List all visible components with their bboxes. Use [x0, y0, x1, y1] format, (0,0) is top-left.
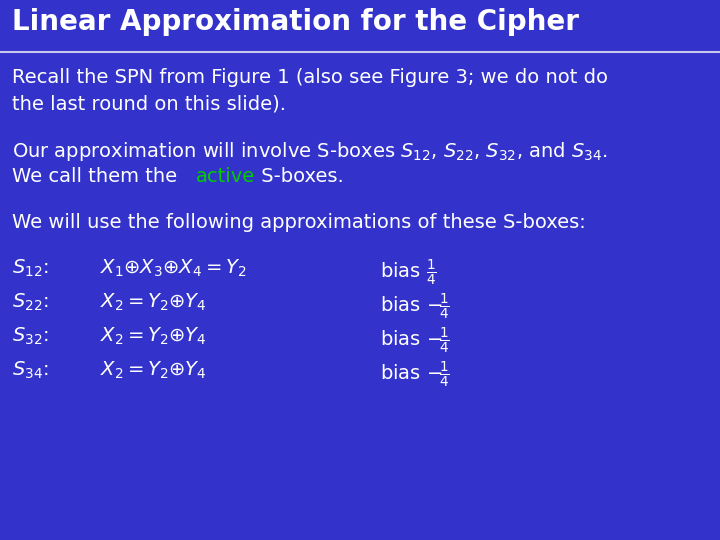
- Text: $S_{32}$:: $S_{32}$:: [12, 326, 48, 347]
- Text: Our approximation will involve S-boxes $S_{12}$, $S_{22}$, $S_{32}$, and $S_{34}: Our approximation will involve S-boxes $…: [12, 140, 608, 163]
- Text: the last round on this slide).: the last round on this slide).: [12, 95, 286, 114]
- Text: We call them the: We call them the: [12, 167, 184, 186]
- Text: active: active: [196, 167, 256, 186]
- Text: Recall the SPN from Figure 1 (also see Figure 3; we do not do: Recall the SPN from Figure 1 (also see F…: [12, 68, 608, 87]
- Text: $X_2 = Y_2{\oplus}Y_4$: $X_2 = Y_2{\oplus}Y_4$: [100, 360, 207, 381]
- Text: $X_2 = Y_2{\oplus}Y_4$: $X_2 = Y_2{\oplus}Y_4$: [100, 326, 207, 347]
- Text: $S_{22}$:: $S_{22}$:: [12, 292, 48, 313]
- Text: We will use the following approximations of these S-boxes:: We will use the following approximations…: [12, 213, 586, 232]
- Text: $S_{34}$:: $S_{34}$:: [12, 360, 48, 381]
- Text: bias $\frac{1}{4}$: bias $\frac{1}{4}$: [380, 258, 437, 288]
- Text: $X_1{\oplus}X_3{\oplus}X_4 = Y_2$: $X_1{\oplus}X_3{\oplus}X_4 = Y_2$: [100, 258, 246, 279]
- Text: bias $-\!\frac{1}{4}$: bias $-\!\frac{1}{4}$: [380, 292, 450, 322]
- Text: bias $-\!\frac{1}{4}$: bias $-\!\frac{1}{4}$: [380, 326, 450, 356]
- Text: bias $-\!\frac{1}{4}$: bias $-\!\frac{1}{4}$: [380, 360, 450, 390]
- Text: $X_2 = Y_2{\oplus}Y_4$: $X_2 = Y_2{\oplus}Y_4$: [100, 292, 207, 313]
- Text: Linear Approximation for the Cipher: Linear Approximation for the Cipher: [12, 8, 579, 36]
- Text: $S_{12}$:: $S_{12}$:: [12, 258, 48, 279]
- Text: S-boxes.: S-boxes.: [255, 167, 343, 186]
